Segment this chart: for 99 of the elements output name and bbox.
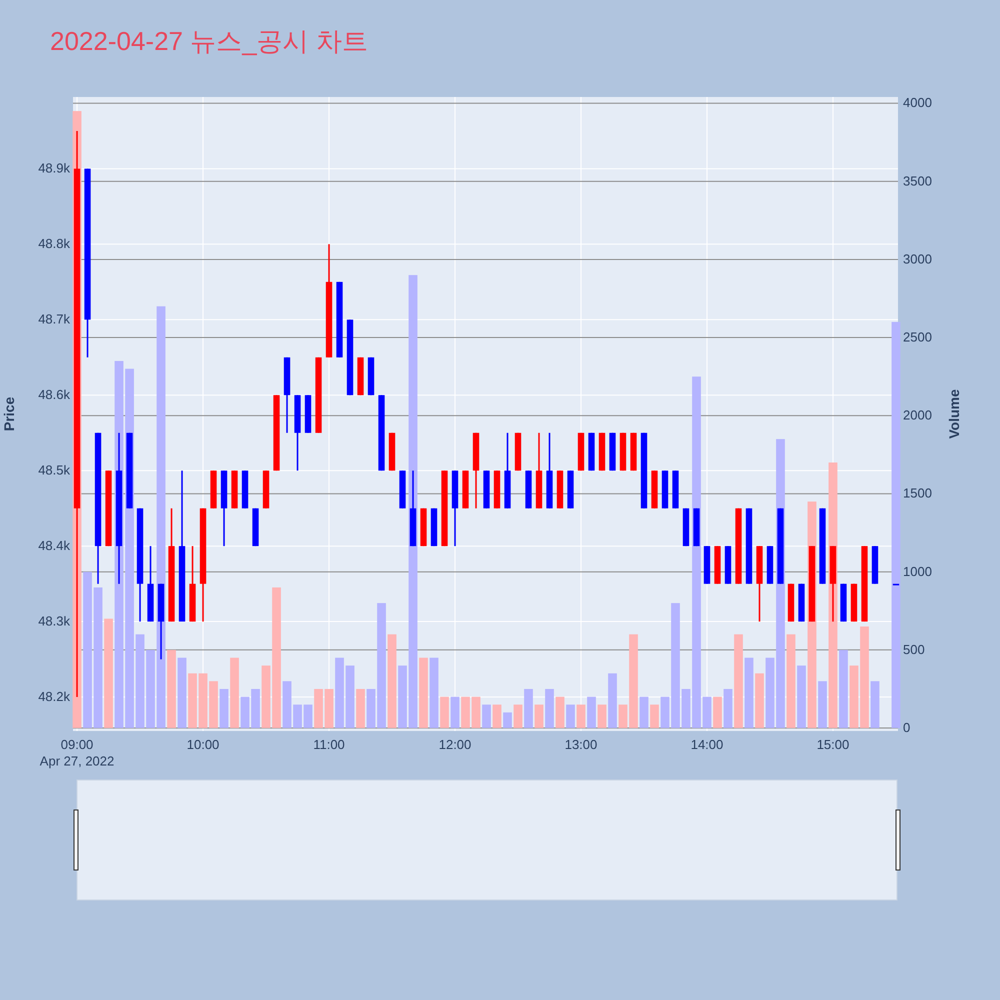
bar [598, 704, 606, 728]
bar [346, 666, 354, 728]
bar [293, 704, 302, 728]
bar [682, 688, 690, 728]
bar [629, 634, 638, 728]
bar [461, 696, 470, 728]
bar [198, 673, 208, 728]
x-tick-label: 12:00 [438, 737, 472, 752]
bar [377, 603, 386, 728]
bar [335, 658, 344, 728]
x-tick-label: 13:00 [564, 737, 598, 752]
bar [398, 666, 407, 728]
x-tick-label: 14:00 [690, 737, 724, 752]
bar [272, 587, 281, 728]
bar [650, 704, 659, 728]
y2-tick-label: 2500 [903, 330, 932, 345]
y2-tick-label: 1500 [903, 486, 932, 501]
bar [104, 618, 113, 728]
bar [860, 626, 869, 728]
bar [524, 688, 533, 728]
bar [136, 634, 144, 728]
bar [440, 696, 449, 728]
y-tick-label: 48.2k [38, 689, 70, 704]
bar [786, 634, 796, 728]
bar [388, 634, 396, 728]
x-tick-label: 11:00 [313, 737, 345, 752]
bar [587, 696, 596, 728]
bar [618, 704, 628, 728]
bar [209, 681, 218, 728]
bar [324, 688, 334, 728]
bar [251, 688, 260, 728]
bar [450, 696, 460, 728]
bar [94, 587, 102, 728]
y-axis-title: Price [1, 396, 17, 432]
bar [262, 666, 270, 728]
bar [492, 704, 502, 728]
chart-title: 2022-04-27 뉴스_공시 차트 [50, 26, 368, 56]
x-tick-label: 15:00 [816, 737, 850, 752]
bar [514, 704, 522, 728]
bar [556, 696, 564, 728]
bar [366, 688, 376, 728]
bar [482, 704, 491, 728]
y-tick-label: 48.9k [38, 160, 70, 176]
bar [240, 696, 250, 728]
y2-tick-label: 0 [903, 720, 910, 736]
x-tick-label: 10:00 [186, 737, 220, 752]
bar [671, 603, 680, 728]
bar [430, 658, 438, 728]
y2-axis-title: Volume [946, 389, 962, 439]
y2-tick-label: 3000 [903, 251, 932, 266]
bar [282, 681, 292, 728]
bar [734, 634, 743, 728]
y-tick-label: 48.5k [38, 462, 70, 478]
y-tick-label: 48.3k [38, 614, 70, 629]
bar [724, 688, 732, 728]
bar [83, 572, 92, 728]
bar [356, 688, 365, 728]
bar [839, 650, 848, 728]
bar [850, 666, 858, 728]
bar [472, 696, 480, 728]
bar [503, 712, 512, 728]
bar [818, 681, 827, 728]
y2-tick-label: 1000 [903, 564, 932, 579]
bar [660, 696, 670, 728]
bar [419, 658, 428, 728]
bar [702, 696, 712, 728]
bar [156, 306, 166, 728]
bar [188, 673, 197, 728]
y-tick-label: 48.4k [38, 538, 70, 554]
bar [713, 696, 722, 728]
y-tick-label: 48.8k [38, 236, 70, 252]
bar [545, 688, 554, 728]
y2-tick-label: 2000 [903, 408, 932, 423]
bar [892, 322, 900, 728]
bar [566, 704, 575, 728]
y-tick-label: 48.7k [38, 312, 70, 327]
bar [230, 658, 239, 728]
bar [692, 376, 701, 728]
bar [304, 704, 312, 728]
bar [870, 681, 880, 728]
bar [314, 688, 323, 728]
bar [178, 658, 186, 728]
bar [220, 688, 228, 728]
x-tick-label: 09:00 Apr 27, 2022 [40, 737, 114, 768]
bar [744, 658, 754, 728]
bar [640, 696, 648, 728]
bar [755, 673, 764, 728]
y2-tick-label: 4000 [903, 95, 932, 110]
bar [608, 673, 617, 728]
bar [408, 275, 418, 728]
bar [576, 704, 586, 728]
y2-tick-label: 3500 [903, 173, 932, 188]
bar [146, 650, 155, 728]
bar [766, 658, 774, 728]
y-tick-label: 48.6k [38, 387, 70, 402]
y2-tick-label: 500 [903, 642, 925, 657]
bar [534, 704, 544, 728]
bar [167, 650, 176, 728]
bar [797, 666, 806, 728]
